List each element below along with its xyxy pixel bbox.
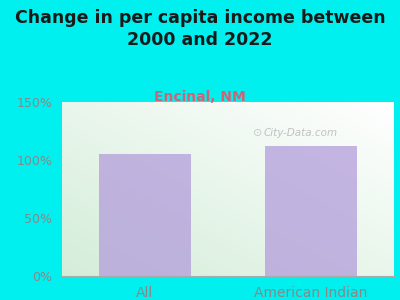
Bar — [265, 146, 357, 276]
Bar — [99, 154, 191, 276]
Text: City-Data.com: City-Data.com — [264, 128, 338, 138]
Text: ⊙: ⊙ — [253, 128, 262, 138]
Text: Change in per capita income between
2000 and 2022: Change in per capita income between 2000… — [15, 9, 385, 49]
Text: Encinal, NM: Encinal, NM — [154, 90, 246, 104]
